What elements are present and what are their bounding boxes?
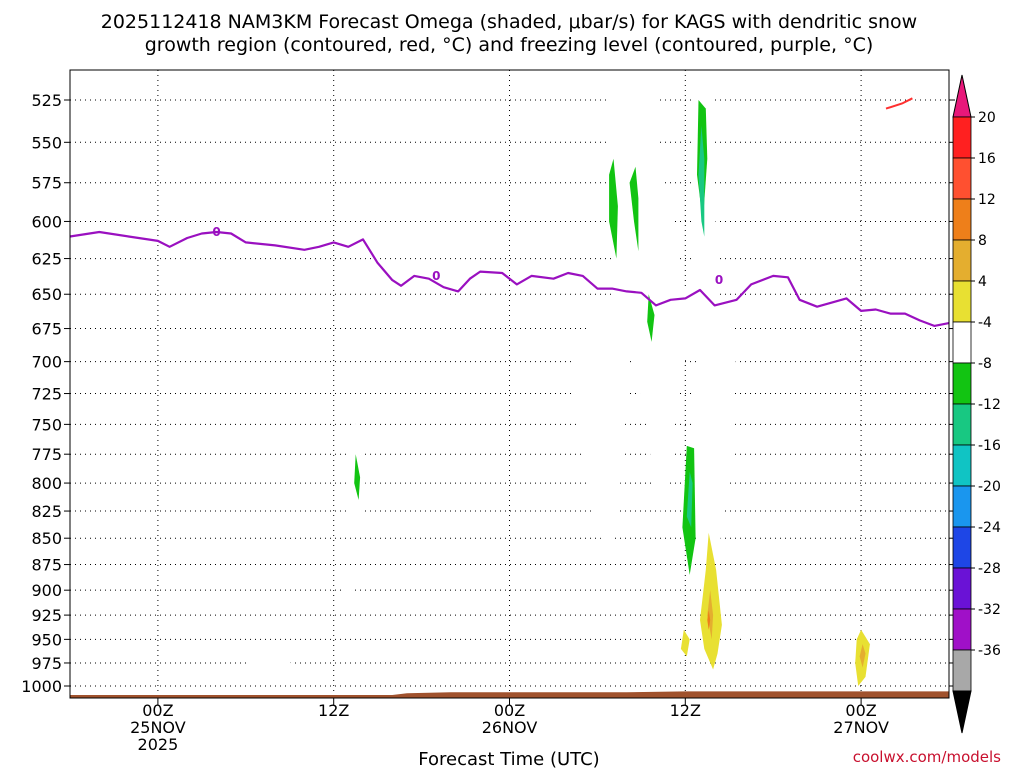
terrain-layer [70,691,949,698]
colorbar: 20 16 12 8 4 -4 -8 -12 -16 -20 -24 -28 -32 -36 [952,74,1001,734]
grid-lines [70,70,949,698]
y-tick-label: 975 [31,654,62,673]
omega-region-10 [344,566,352,611]
colorbar-segment-13 [952,649,972,692]
x-axis-label: Forecast Time (UTC) [418,749,599,768]
freezing-level-label: 0 [432,269,440,283]
y-tick-label: 575 [31,174,62,193]
x-tick-label: 25NOV [130,718,186,737]
y-tick-label: 1000 [21,677,62,696]
colorbar-top-cap [952,74,972,118]
colorbar-segment-5 [952,321,972,364]
y-tick-label: 800 [31,474,62,493]
omega-region-0 [571,77,737,570]
y-tick-label: 950 [31,630,62,649]
x-tick-label: 12Z [670,701,701,720]
freezing-level-label: 0 [715,273,723,287]
y-tick-label: 875 [31,556,62,575]
colorbar-bottom-cap [952,690,972,734]
y-tick-label: 750 [31,415,62,434]
y-tick-label: 725 [31,385,62,404]
y-tick-label: 925 [31,606,62,625]
colorbar-segment-11 [952,567,972,610]
credit-link[interactable]: coolwx.com/models [853,748,1001,766]
omega-region-7 [686,471,693,528]
x-tick-label: 00Z [142,701,173,720]
colorbar-segment-2 [952,198,972,241]
y-tick-label: 675 [31,320,62,339]
y-tick-label: 900 [31,581,62,600]
colorbar-label: 4 [978,274,987,290]
x-tick-label: 27NOV [833,718,889,737]
colorbar-segment-0 [952,116,972,159]
plot-frame [69,69,950,699]
colorbar-label: -12 [978,397,1001,413]
colorbar-label: -16 [978,438,1001,454]
omega-region-6 [698,125,705,237]
y-axis-ticks: 525 550 575 600 625 650 675 700 725 750 775 800 825 8… [21,91,955,696]
colorbar-label: -8 [978,356,992,372]
colorbar-segment-6 [952,362,972,405]
omega-region-18 [859,644,866,668]
chart-subtitle: growth region (contoured, red, °C) and f… [145,34,874,56]
colorbar-segment-12 [952,608,972,651]
omega-shading [248,77,870,686]
colorbar-label: -20 [978,479,1001,495]
y-tick-label: 850 [31,529,62,548]
colorbar-segment-10 [952,526,972,569]
colorbar-segment-9 [952,485,972,528]
omega-region-1 [629,166,639,252]
x-tick-label: 00Z [494,701,525,720]
chart-title: 2025112418 NAM3KM Forecast Omega (shaded… [101,11,917,33]
y-tick-label: 525 [31,91,62,110]
omega-region-11 [248,660,293,669]
colorbar-label: -4 [978,315,992,331]
y-tick-label: 625 [31,250,62,269]
omega-region-5 [647,294,655,342]
contour-layer: 0 0 0 [69,97,950,327]
colorbar-label: 12 [978,192,996,208]
x-tick-label: 00Z [845,701,876,720]
omega-region-12 [741,624,749,663]
colorbar-segment-7 [952,403,972,446]
x-tick-label: 12Z [318,701,349,720]
y-tick-label: 550 [31,133,62,152]
colorbar-segment-8 [952,444,972,487]
colorbar-label: 16 [978,151,996,167]
colorbar-label: 20 [978,110,996,126]
y-tick-label: 700 [31,353,62,372]
omega-region-2 [609,158,618,259]
omega-region-15 [707,610,711,630]
y-tick-label: 775 [31,445,62,464]
dgz-contour-line [885,97,913,110]
colorbar-segment-1 [952,157,972,200]
y-tick-label: 825 [31,502,62,521]
x-tick-label: 26NOV [482,718,538,737]
y-tick-label: 650 [31,285,62,304]
colorbar-label: -32 [978,602,1001,618]
colorbar-label: -28 [978,561,1001,577]
omega-region-16 [680,629,690,657]
colorbar-label: -24 [978,520,1001,536]
colorbar-label: -36 [978,643,1001,659]
y-tick-label: 600 [31,212,62,231]
freezing-level-line [69,230,950,327]
x-tick-label: 2025 [138,735,179,754]
colorbar-segment-4 [952,280,972,323]
colorbar-label: 8 [978,233,987,249]
terrain-surface [70,691,949,698]
omega-region-14 [707,590,714,640]
colorbar-segment-3 [952,239,972,282]
freezing-level-label: 0 [212,225,220,239]
omega-region-9 [354,454,361,500]
